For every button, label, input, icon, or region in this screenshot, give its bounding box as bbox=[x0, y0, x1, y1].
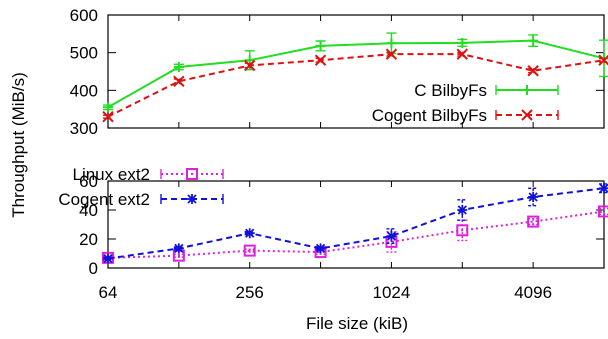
x-tick-label: 256 bbox=[236, 283, 264, 302]
error-bar bbox=[599, 207, 608, 216]
x-tick-label: 1024 bbox=[373, 283, 411, 302]
series-line bbox=[107, 53, 605, 118]
data-point bbox=[244, 59, 256, 72]
series-cogent-ext2 bbox=[103, 183, 608, 264]
error-bar bbox=[244, 248, 255, 253]
legend-marker bbox=[186, 168, 198, 180]
data-point bbox=[173, 61, 184, 72]
y-tick-label: 600 bbox=[70, 6, 98, 25]
data-point bbox=[102, 110, 114, 123]
legend-entry: Cogent ext2 bbox=[58, 190, 224, 209]
legend-marker bbox=[522, 85, 532, 95]
y-tick-label: 20 bbox=[79, 230, 98, 249]
data-point bbox=[385, 48, 398, 60]
data-point bbox=[598, 205, 608, 218]
data-point bbox=[386, 231, 397, 242]
series-line bbox=[107, 187, 605, 260]
data-point bbox=[457, 37, 468, 48]
data-point bbox=[386, 38, 397, 49]
data-point bbox=[528, 191, 539, 202]
data-point bbox=[598, 54, 608, 66]
data-point bbox=[457, 205, 468, 215]
legend-errbar bbox=[160, 194, 224, 204]
legend-marker bbox=[187, 194, 197, 204]
legend-label: Linux ext2 bbox=[73, 165, 151, 184]
legend-errbar bbox=[495, 85, 559, 95]
data-point bbox=[456, 224, 469, 237]
x-tick-label: 64 bbox=[99, 283, 118, 302]
y-tick-label: 400 bbox=[70, 81, 98, 100]
legend-marker bbox=[521, 109, 533, 121]
legend-entry: Cogent BilbyFs bbox=[372, 106, 559, 125]
legend-errbar bbox=[495, 110, 559, 120]
y-tick-label: 40 bbox=[79, 201, 98, 220]
data-point bbox=[527, 215, 540, 228]
series-line bbox=[107, 39, 605, 109]
data-point bbox=[244, 228, 255, 239]
series-linux-ext2 bbox=[102, 205, 608, 264]
x-axis-title: File size (kiB) bbox=[306, 314, 408, 333]
legend-errbar bbox=[160, 169, 224, 179]
y-tick-label: 60 bbox=[79, 172, 98, 191]
y-tick-label: 0 bbox=[89, 259, 98, 278]
error-bar bbox=[528, 187, 539, 207]
data-point bbox=[315, 243, 326, 254]
bottom-panel: 0 20 40 60 64 256 1024 4096 Linux ext2 Cogent ext… bbox=[58, 165, 608, 302]
legend-label: Cogent ext2 bbox=[58, 190, 150, 209]
data-point bbox=[315, 40, 326, 51]
data-point bbox=[599, 183, 608, 194]
legend-entry: Linux ext2 bbox=[73, 165, 224, 184]
y-tick-label: 300 bbox=[70, 119, 98, 138]
data-point bbox=[103, 253, 113, 264]
data-point bbox=[173, 243, 184, 254]
data-point bbox=[173, 75, 185, 88]
plot-frame bbox=[107, 180, 605, 269]
data-point bbox=[456, 48, 468, 60]
top-panel: 300 400 500 600 C BilbyFs Cogent BilbyFs bbox=[70, 6, 608, 138]
data-point bbox=[243, 244, 256, 257]
data-point bbox=[527, 65, 539, 77]
series-line bbox=[107, 210, 605, 259]
error-bar bbox=[173, 253, 184, 258]
y-axis-title: Throughput (MiB/s) bbox=[9, 72, 28, 218]
legend-entry: C BilbyFs bbox=[414, 81, 559, 100]
legend-label: Cogent BilbyFs bbox=[372, 106, 487, 125]
x-tick-label: 4096 bbox=[514, 283, 552, 302]
legend-label: C BilbyFs bbox=[414, 81, 487, 100]
error-bar bbox=[528, 218, 539, 226]
data-point bbox=[528, 35, 539, 46]
data-point bbox=[314, 54, 327, 66]
series-cogent-bilbyfs bbox=[102, 48, 608, 123]
y-tick-label: 500 bbox=[70, 44, 98, 63]
data-point bbox=[103, 102, 113, 113]
